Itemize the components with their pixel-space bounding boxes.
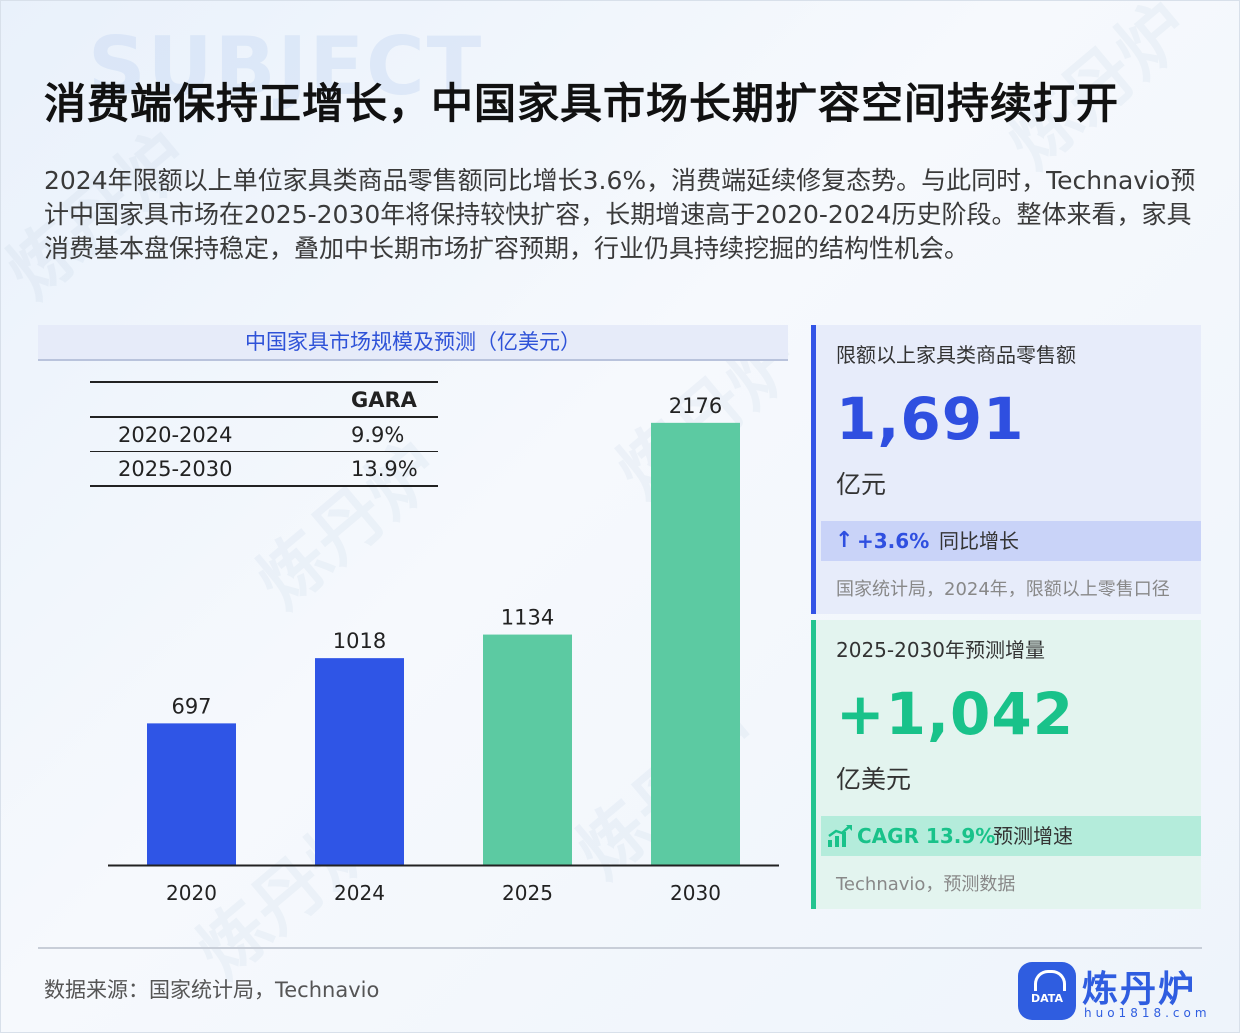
gara-table-row: 2025-2030 13.9% bbox=[90, 452, 438, 486]
retail-sales-unit: 亿元 bbox=[836, 470, 887, 499]
gara-period: 2020-2024 bbox=[118, 422, 233, 447]
retail-sales-label: 限额以上家具类商品零售额 bbox=[836, 343, 1076, 367]
logo-badge-icon: DATA bbox=[1018, 962, 1076, 1020]
logo-name: 炼丹炉 bbox=[1082, 969, 1197, 1010]
gara-period: 2025-2030 bbox=[118, 456, 233, 481]
forecast-unit: 亿美元 bbox=[836, 765, 912, 794]
logo-url: huo1818.com bbox=[1084, 1006, 1211, 1020]
swirl-icon bbox=[1034, 970, 1066, 991]
intro-paragraph: 2024年限额以上单位家具类商品零售额同比增长3.6%，消费端延续修复态势。与此… bbox=[44, 166, 1196, 263]
gara-value: 9.9% bbox=[351, 422, 405, 447]
gara-table-header: GARA bbox=[90, 382, 438, 417]
growth-label: 同比增长 bbox=[939, 529, 1019, 553]
brand-logo: DATA 炼丹炉 huo1818.com bbox=[1018, 962, 1218, 1024]
gara-header-label: GARA bbox=[351, 387, 417, 412]
growth-strip: ↑ +3.6% 同比增长 bbox=[821, 521, 1201, 561]
growth-chart-icon bbox=[828, 825, 852, 847]
gara-table: GARA 2020-2024 9.9% 2025-2030 13.9% bbox=[90, 381, 438, 487]
forecast-value: +1,042 bbox=[836, 680, 1075, 748]
gara-table-row: 2020-2024 9.9% bbox=[90, 417, 438, 452]
retail-sales-card: 限额以上家具类商品零售额 1,691 亿元 ↑ +3.6% 同比增长 国家统计局… bbox=[811, 325, 1201, 614]
page-title: 消费端保持正增长，中国家具市场长期扩容空间持续打开 bbox=[44, 79, 1120, 128]
cagr-value: CAGR 13.9% bbox=[857, 824, 996, 848]
gara-header-empty bbox=[90, 382, 343, 417]
forecast-source: Technavio，预测数据 bbox=[836, 874, 1016, 895]
forecast-label: 2025-2030年预测增量 bbox=[836, 638, 1046, 662]
growth-value: +3.6% bbox=[857, 529, 930, 553]
bottom-divider bbox=[38, 947, 1202, 949]
cagr-strip: CAGR 13.9% 预测增速 bbox=[821, 816, 1201, 856]
background-word: SUBJECT bbox=[88, 20, 484, 113]
footer-source: 数据来源：国家统计局，Technavio bbox=[44, 978, 380, 1002]
retail-sales-value: 1,691 bbox=[836, 385, 1025, 453]
arrow-up-icon: ↑ bbox=[835, 528, 854, 553]
forecast-card: 2025-2030年预测增量 +1,042 亿美元 CAGR 13.9% 预测增… bbox=[811, 620, 1201, 909]
cagr-label: 预测增速 bbox=[993, 824, 1073, 848]
gara-value: 13.9% bbox=[351, 456, 418, 481]
retail-sales-source: 国家统计局，2024年，限额以上零售口径 bbox=[836, 579, 1170, 600]
logo-badge-text: DATA bbox=[1031, 992, 1063, 1005]
chart-title: 中国家具市场规模及预测（亿美元） bbox=[38, 325, 788, 361]
